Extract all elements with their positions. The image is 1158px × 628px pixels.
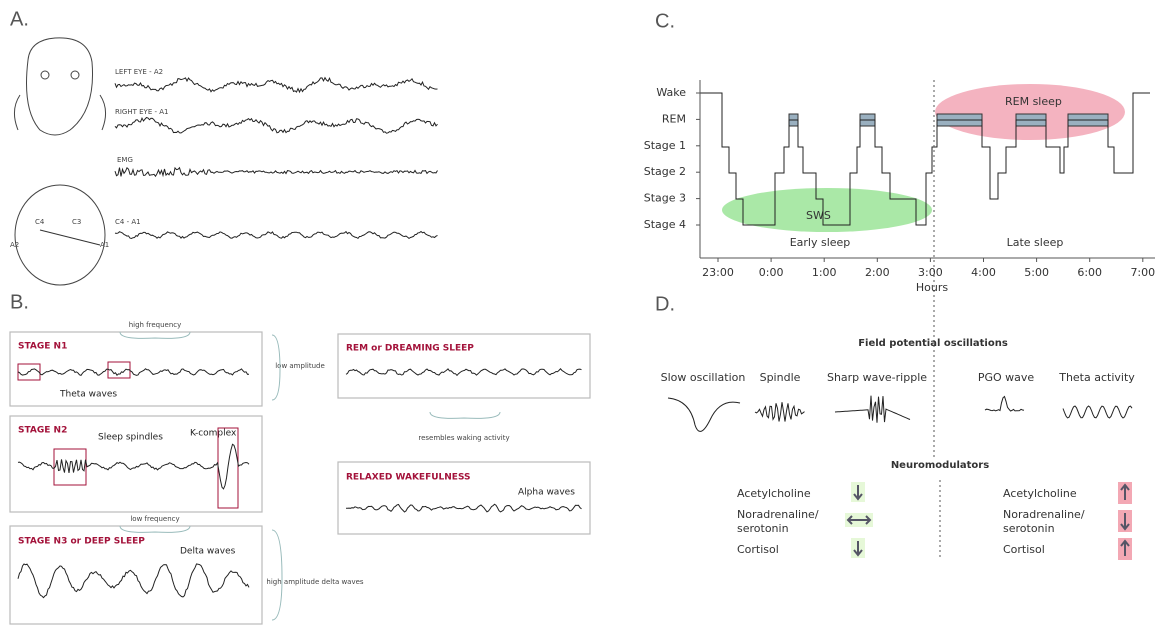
oscillation-label: Slow oscillation [661, 371, 746, 384]
oscillation-label: Sharp wave-ripple [827, 371, 927, 384]
x-tick-label: 6:00 [1077, 266, 1102, 279]
annotation: resembles waking activity [418, 434, 509, 442]
eeg-trace [115, 232, 438, 239]
x-tick-label: 2:00 [865, 266, 890, 279]
x-tick-label: 0:00 [759, 266, 784, 279]
electrode-label: A1 [100, 241, 109, 249]
panel-label: C. [655, 10, 675, 32]
modulator: serotonin [737, 522, 789, 535]
x-tick-label: 5:00 [1024, 266, 1049, 279]
eeg-trace [835, 396, 910, 423]
section-title: Neuromodulators [891, 460, 989, 471]
oval-label: REM sleep [1005, 95, 1062, 108]
trace-label: RIGHT EYE - A1 [115, 108, 168, 116]
electrode-line [40, 230, 100, 245]
x-tick-label: 4:00 [971, 266, 996, 279]
modulator: Cortisol [737, 543, 779, 556]
modulator: Acetylcholine [1003, 487, 1077, 500]
trace-label: C4 - A1 [115, 218, 141, 226]
modulator: Noradrenaline/ [1003, 508, 1085, 521]
modulator: serotonin [1003, 522, 1055, 535]
panel-label: D. [655, 293, 675, 315]
trace-label: LEFT EYE - A2 [115, 68, 163, 76]
region-label: Late sleep [1007, 236, 1064, 249]
x-tick-label: 23:00 [702, 266, 734, 279]
eeg-trace [985, 397, 1024, 412]
electrode-label: A2 [10, 241, 19, 249]
rem-oval [935, 84, 1125, 140]
modulator: Cortisol [1003, 543, 1045, 556]
electrode-label: C4 [35, 218, 45, 226]
x-tick-label: 3:00 [918, 266, 943, 279]
annotation: low frequency [130, 515, 179, 523]
eeg-trace [115, 78, 438, 92]
annotation: high amplitude delta waves [266, 578, 364, 586]
annotation: high frequency [129, 321, 182, 329]
y-tick-label: REM [662, 112, 686, 125]
eeg-trace [115, 118, 438, 134]
stage-title: STAGE N1 [18, 342, 67, 352]
stage-title: RELAXED WAKEFULNESS [346, 473, 471, 483]
y-tick-label: Stage 1 [644, 139, 686, 152]
eeg-trace [1063, 406, 1132, 418]
y-tick-label: Stage 4 [644, 218, 686, 231]
eeg-trace [115, 168, 438, 177]
trace-label: EMG [117, 156, 133, 164]
annotation: low amplitude [275, 362, 325, 370]
annotation: Sleep spindles [98, 433, 163, 443]
annotation: Delta waves [180, 547, 236, 557]
modulator: Noradrenaline/ [737, 508, 819, 521]
section-title: Field potential oscillations [858, 338, 1008, 349]
stage-title: STAGE N2 [18, 426, 67, 436]
eeg-trace [755, 402, 805, 421]
region-label: Early sleep [790, 236, 851, 249]
stage-title: STAGE N3 or DEEP SLEEP [18, 537, 145, 547]
modulator: Acetylcholine [737, 487, 811, 500]
oscillation-label: PGO wave [978, 371, 1035, 384]
oval-label: SWS [806, 209, 831, 222]
stage-title: REM or DREAMING SLEEP [346, 344, 474, 354]
annotation: Theta waves [59, 390, 117, 400]
x-tick-label: 1:00 [812, 266, 837, 279]
head-drawings [14, 38, 105, 285]
y-tick-label: Wake [656, 86, 686, 99]
figure: A. LEFT EYE - A2 RIGHT EYE - A1 EMG C4 -… [0, 0, 1158, 628]
x-tick-label: 7:00 [1130, 266, 1155, 279]
y-tick-label: Stage 2 [644, 165, 686, 178]
axis-title: Hours [916, 281, 948, 294]
electrode-label: C3 [72, 218, 81, 226]
oscillation-label: Spindle [760, 371, 801, 384]
y-tick-label: Stage 3 [644, 192, 686, 205]
annotation: K-complex [190, 429, 237, 439]
annotation: Alpha waves [518, 488, 575, 498]
oscillation-label: Theta activity [1058, 371, 1135, 384]
panel-label: A. [10, 8, 29, 30]
oscillation-wave [668, 398, 740, 431]
modulator-arrows [845, 482, 1132, 560]
panel-label: B. [10, 291, 29, 313]
